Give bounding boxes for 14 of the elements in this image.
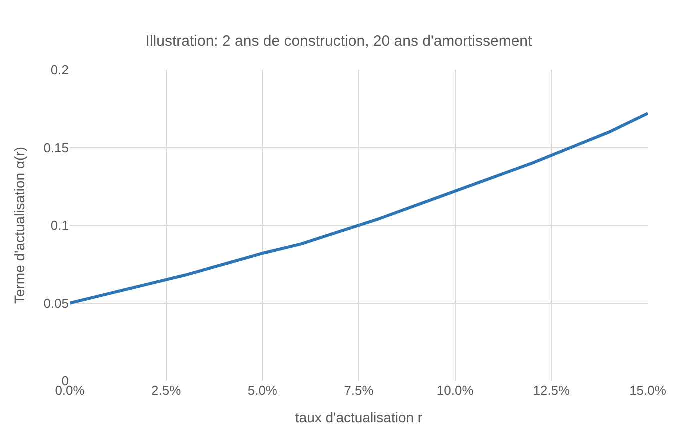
y-axis-title: Terme d'actualisation α(r) <box>11 146 28 304</box>
chart-title: Illustration: 2 ans de construction, 20 ans d'amortissement <box>146 32 534 50</box>
y-tick-label: 0.15 <box>44 140 69 156</box>
x-axis-title: taux d'actualisation r <box>295 409 423 426</box>
x-tick-label: 5.0% <box>248 383 278 398</box>
x-tick-label: 7.5% <box>344 383 374 398</box>
x-tick-label: 15.0% <box>630 383 667 398</box>
y-tick-label: 0.1 <box>50 218 69 234</box>
y-tick-label: 0.2 <box>50 62 69 78</box>
x-tick-label: 2.5% <box>152 383 182 398</box>
line-series <box>70 112 648 305</box>
x-tick-label: 12.5% <box>533 383 571 398</box>
y-tick-label: 0.05 <box>44 296 69 311</box>
x-tick-label: 10.0% <box>436 383 474 398</box>
